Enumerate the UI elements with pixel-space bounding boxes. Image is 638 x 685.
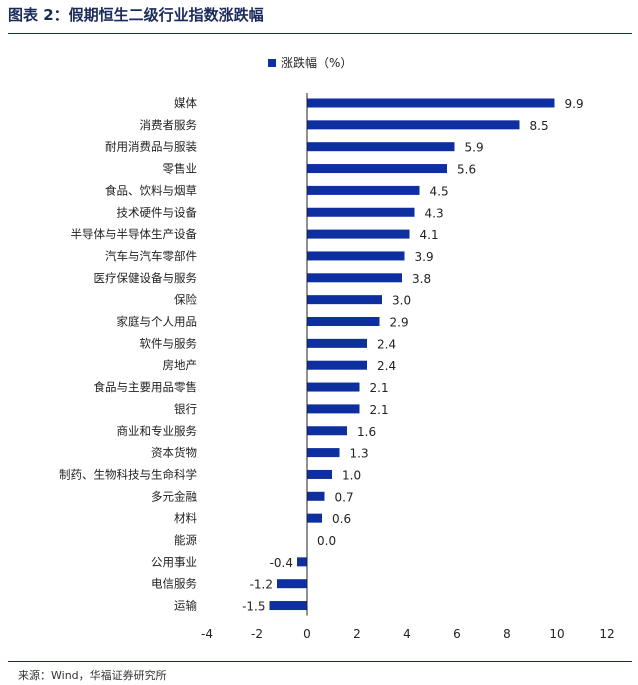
x-tick-label: 12 xyxy=(599,627,614,641)
value-label: 4.1 xyxy=(420,228,439,242)
value-label: 3.8 xyxy=(412,272,431,286)
category-label: 保险 xyxy=(174,293,197,307)
bar xyxy=(307,229,410,239)
value-label: 1.3 xyxy=(350,447,369,461)
value-label: 2.1 xyxy=(370,381,389,395)
category-label: 制药、生物科技与生命科学 xyxy=(59,467,197,481)
bar xyxy=(307,98,555,108)
legend-label: 涨跌幅（%） xyxy=(281,55,352,70)
bar xyxy=(307,469,332,479)
category-label: 能源 xyxy=(174,533,197,547)
value-label: 1.6 xyxy=(357,425,376,439)
x-tick-label: 10 xyxy=(549,627,564,641)
x-tick-labels: -4 -2 0 2 4 6 8 10 12 xyxy=(201,627,615,641)
value-label: 9.9 xyxy=(565,97,584,111)
x-tick-label: -4 xyxy=(201,627,213,641)
value-label: 3.9 xyxy=(415,250,434,264)
title-divider xyxy=(8,33,632,34)
value-labels: 9.9 8.5 5.9 5.6 4.5 4.3 4.1 3.9 3.83.0 2.9 2.4 2.4 2… xyxy=(242,97,584,614)
bar xyxy=(307,513,322,523)
bars xyxy=(269,98,555,611)
x-tick-label: 6 xyxy=(453,627,461,641)
bar xyxy=(307,120,520,130)
source-divider xyxy=(8,661,632,662)
category-label: 多元金融 xyxy=(151,489,197,503)
bar xyxy=(269,601,307,611)
value-label: 0.0 xyxy=(317,534,336,548)
bar-chart: 涨跌幅（%） 媒体消费者服务耐用消费品与服装零售业食品、饮料与烟草技术硬件与设备… xyxy=(59,55,615,641)
legend-swatch xyxy=(268,59,276,67)
bar xyxy=(307,426,347,436)
bar xyxy=(307,317,380,326)
bar xyxy=(307,338,367,348)
value-label: 0.7 xyxy=(335,490,354,504)
value-label: 5.9 xyxy=(465,141,484,155)
bar xyxy=(307,273,402,283)
category-labels: 媒体消费者服务耐用消费品与服装零售业食品、饮料与烟草技术硬件与设备半导体与半导体… xyxy=(59,96,197,613)
category-label: 耐用消费品与服装 xyxy=(105,140,197,154)
category-label: 软件与服务 xyxy=(140,336,198,350)
bar xyxy=(307,448,340,458)
category-label: 食品与主要用品零售 xyxy=(94,380,198,394)
bar xyxy=(307,404,360,414)
value-label: 2.4 xyxy=(377,359,396,373)
x-tick-label: 2 xyxy=(353,627,361,641)
bar xyxy=(297,557,307,567)
bar xyxy=(307,142,455,152)
category-label: 电信服务 xyxy=(151,577,197,591)
source-label: 来源： xyxy=(18,669,51,682)
bar xyxy=(307,491,325,501)
x-tick-label: 4 xyxy=(403,627,411,641)
value-label: 3.0 xyxy=(392,294,411,308)
category-label: 医疗保健设备与服务 xyxy=(94,271,198,285)
category-label: 消费者服务 xyxy=(140,118,198,132)
bar xyxy=(307,251,405,261)
category-label: 技术硬件与设备 xyxy=(117,205,198,219)
category-label: 公用事业 xyxy=(151,555,197,569)
x-tick-label: 0 xyxy=(303,627,311,641)
value-label: 2.4 xyxy=(377,337,396,351)
category-label: 材料 xyxy=(174,511,197,525)
bar xyxy=(307,360,367,370)
category-label: 汽车与汽车零部件 xyxy=(105,249,197,263)
value-label: 2.1 xyxy=(370,403,389,417)
value-label: -0.4 xyxy=(270,556,293,570)
category-label: 运输 xyxy=(174,599,197,613)
legend: 涨跌幅（%） xyxy=(268,55,352,70)
bar xyxy=(307,185,420,195)
value-label: 4.5 xyxy=(430,184,449,198)
bar xyxy=(307,382,360,392)
category-label: 银行 xyxy=(174,402,197,416)
value-label: -1.5 xyxy=(242,600,265,614)
value-label: 1.0 xyxy=(342,468,361,482)
category-label: 房地产 xyxy=(163,358,198,372)
value-label: 2.9 xyxy=(390,316,409,330)
bar xyxy=(307,207,415,217)
bar xyxy=(307,295,382,305)
value-label: 0.6 xyxy=(332,512,351,526)
value-label: 5.6 xyxy=(457,163,476,177)
category-label: 商业和专业服务 xyxy=(117,424,198,438)
value-label: -1.2 xyxy=(250,578,273,592)
value-label: 4.3 xyxy=(425,206,444,220)
chart-title: 图表 2：假期恒生二级行业指数涨跌幅 xyxy=(8,6,264,24)
source-note: 来源：Wind，华福证券研究所 xyxy=(18,667,167,683)
bar xyxy=(277,579,307,589)
x-tick-label: 8 xyxy=(503,627,511,641)
category-label: 家庭与个人用品 xyxy=(117,315,198,329)
bar xyxy=(307,164,447,174)
category-label: 资本货物 xyxy=(151,446,197,460)
x-tick-label: -2 xyxy=(251,627,263,641)
category-label: 零售业 xyxy=(163,162,198,176)
category-label: 食品、饮料与烟草 xyxy=(105,183,197,197)
source-text: Wind，华福证券研究所 xyxy=(51,669,167,682)
category-label: 半导体与半导体生产设备 xyxy=(71,227,198,241)
category-label: 媒体 xyxy=(174,96,197,110)
value-label: 8.5 xyxy=(530,119,549,133)
